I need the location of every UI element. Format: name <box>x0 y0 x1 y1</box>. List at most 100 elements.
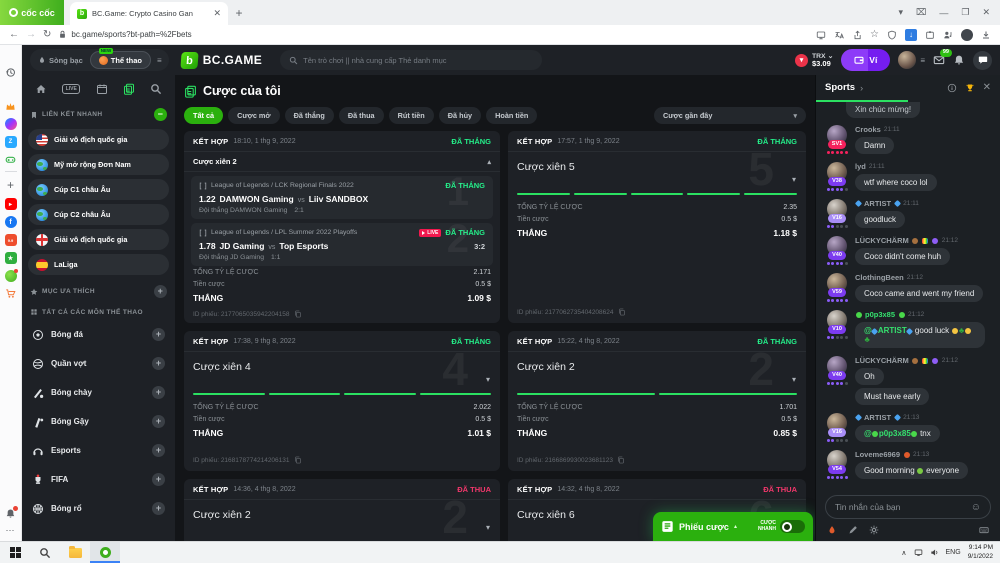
sidebar-quick-link[interactable]: Cúp C1 châu Âu <box>28 179 169 200</box>
expand-cricket-button[interactable]: + <box>152 415 165 428</box>
filter-Hoàn tiền[interactable]: Hoàn tiền <box>486 107 538 124</box>
crown-icon[interactable] <box>5 101 16 112</box>
sort-dropdown[interactable]: Cược gần đây ▾ <box>654 107 806 124</box>
chat-username[interactable]: p0p3x85 <box>865 310 896 319</box>
volume-icon[interactable] <box>930 548 939 557</box>
emoji-picker-icon[interactable]: ☺ <box>970 501 981 513</box>
sidebar-item-soccer[interactable]: Bóng đá + <box>28 320 169 349</box>
start-button[interactable] <box>0 542 30 563</box>
tray-expand-icon[interactable]: ∧ <box>901 549 907 557</box>
browser-tab[interactable]: b BC.Game: Crypto Casino Gan ✕ <box>70 2 228 25</box>
tab-close-icon[interactable]: ✕ <box>213 8 221 18</box>
live-events-button[interactable]: LIVE <box>62 84 81 94</box>
settings-icon[interactable] <box>5 50 16 61</box>
maximize-button[interactable]: ❐ <box>961 7 970 17</box>
zalo-icon[interactable]: Z <box>4 136 17 148</box>
coccoc-taskbar-button[interactable] <box>90 542 120 563</box>
parlay-title-row[interactable]: Cược xiên 4 4 ▾ <box>184 346 500 392</box>
chat-username[interactable]: ARTIST <box>864 413 892 422</box>
reading-list-icon[interactable] <box>5 84 16 95</box>
filter-Tất cả[interactable]: Tất cả <box>184 107 224 124</box>
screencast-icon[interactable]: ⌧ <box>916 7 927 17</box>
sidebar-item-esports[interactable]: Esports + <box>28 436 169 465</box>
sidebar-quick-link[interactable]: Mỹ mở rộng Đơn Nam <box>28 154 169 175</box>
idm-icon[interactable]: ↓ <box>905 28 917 41</box>
chat-username[interactable]: Crooks <box>855 125 881 134</box>
download-icon[interactable] <box>981 30 991 40</box>
puzzle-icon[interactable] <box>925 30 935 40</box>
home-icon[interactable] <box>35 83 47 95</box>
expand-baseball-button[interactable]: + <box>152 386 165 399</box>
translate-icon[interactable] <box>834 30 844 40</box>
file-explorer-button[interactable] <box>60 542 90 563</box>
chat-room-label[interactable]: Sports <box>825 82 856 93</box>
cart-icon[interactable] <box>5 288 16 299</box>
chat-username[interactable]: LÜCKYCHÄRM <box>855 236 909 245</box>
schedule-icon[interactable] <box>96 83 108 95</box>
share-icon[interactable] <box>852 30 862 40</box>
sidebar-search-icon[interactable] <box>150 83 162 95</box>
chat-username[interactable]: Loveme6969 <box>855 450 901 459</box>
currency-selector[interactable]: ▾ TRX ⌄ $3.09 <box>794 53 833 68</box>
chat-toggle-button[interactable] <box>973 50 992 70</box>
copy-icon[interactable] <box>294 456 302 464</box>
profile-icon[interactable] <box>961 28 973 41</box>
chat-username[interactable]: LÜCKYCHÄRM <box>855 356 909 365</box>
copy-icon[interactable] <box>618 308 626 316</box>
chat-message-input[interactable]: Tin nhắn của bạn ☺ <box>825 495 991 519</box>
chat-settings-gear-icon[interactable] <box>869 525 879 535</box>
parlay-title-row[interactable]: Cược xiên 2 2 ▾ <box>508 346 806 392</box>
sidebar-item-baseball[interactable]: Bóng chày + <box>28 378 169 407</box>
filter-Đã thua[interactable]: Đã thua <box>338 107 384 124</box>
green-shop-icon[interactable]: ★ <box>4 252 17 264</box>
forward-icon[interactable]: → <box>26 29 36 40</box>
add-favorite-button[interactable]: + <box>154 285 167 298</box>
parlay-title-row[interactable]: Cược xiên 2 ▴ <box>184 152 500 172</box>
filter-Cược mở[interactable]: Cược mở <box>228 107 280 124</box>
sidebar-quick-link[interactable]: Giải vô địch quốc gia <box>28 129 169 150</box>
pen-rules-icon[interactable] <box>848 525 858 535</box>
chat-username[interactable]: lyd <box>855 162 866 171</box>
refresh-icon[interactable]: ↻ <box>43 29 52 40</box>
url-field[interactable]: bc.game/sports?bt-path=%2Fbets <box>58 30 192 39</box>
notifications-bell-icon[interactable] <box>953 54 965 66</box>
back-icon[interactable]: ← <box>9 29 19 40</box>
sports-mode-button[interactable]: NEW Thể thao <box>89 48 152 69</box>
shield-icon[interactable] <box>887 30 897 40</box>
mascot-icon[interactable] <box>4 269 18 282</box>
sidebar-quick-link[interactable]: Giải vô địch quốc gia <box>28 229 169 250</box>
my-bets-icon[interactable] <box>123 83 135 95</box>
copy-icon[interactable] <box>617 456 625 464</box>
messenger-icon[interactable] <box>4 118 17 130</box>
chat-rules-icon[interactable] <box>947 83 957 93</box>
parlay-title-row[interactable]: Cược xiên 2 2 ▾ <box>184 494 500 540</box>
new-tab-button[interactable]: + <box>235 6 243 20</box>
capture-icon[interactable] <box>816 30 826 40</box>
quick-bet-toggle[interactable] <box>780 520 805 533</box>
sidebar-quick-link[interactable]: Cúp C2 châu Âu <box>28 204 169 225</box>
more-icon[interactable]: ⋯ <box>5 525 16 535</box>
clock[interactable]: 9:14 PM 9/1/2022 <box>968 544 993 560</box>
copy-icon[interactable] <box>294 310 302 318</box>
sidebar-quick-link[interactable]: LaLiga <box>28 254 169 275</box>
language-indicator[interactable]: ENG <box>945 549 961 556</box>
shopee-icon[interactable]: 9.9 <box>4 234 17 246</box>
mode-menu-icon[interactable]: ≡ <box>157 55 162 65</box>
collapse-quick-links-button[interactable]: − <box>154 108 167 121</box>
trophy-icon[interactable] <box>965 83 975 93</box>
star-icon[interactable]: ☆ <box>870 29 879 40</box>
chevron-right-icon[interactable]: › <box>860 82 864 93</box>
expand-basketball-button[interactable]: + <box>152 502 165 515</box>
add-icon[interactable]: + <box>6 178 14 192</box>
media-icon[interactable] <box>943 30 953 40</box>
youtube-icon[interactable]: ▸ <box>4 198 17 210</box>
coccoc-brand-button[interactable]: cốc cốc <box>0 0 64 25</box>
parlay-title-row[interactable]: Cược xiên 5 5 ▾ <box>508 146 806 192</box>
facebook-icon[interactable]: f <box>4 216 17 228</box>
expand-fifa-button[interactable]: + <box>152 473 165 486</box>
close-button[interactable]: ✕ <box>982 7 990 17</box>
wallet-button[interactable]: Ví <box>841 49 891 71</box>
chat-username[interactable]: ClothingBeen <box>855 273 904 282</box>
sidebar-item-fifa[interactable]: FIFA + <box>28 465 169 494</box>
user-avatar[interactable] <box>898 51 917 69</box>
